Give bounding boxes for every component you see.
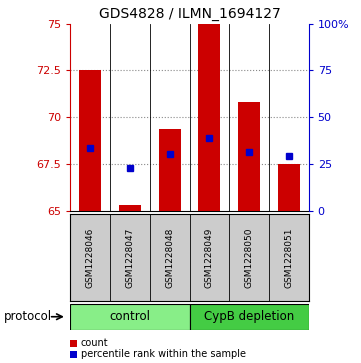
- Text: GSM1228047: GSM1228047: [126, 228, 134, 288]
- Bar: [278, 164, 300, 211]
- Bar: [159, 129, 180, 211]
- Bar: [199, 24, 220, 211]
- Text: percentile rank within the sample: percentile rank within the sample: [81, 349, 245, 359]
- FancyBboxPatch shape: [70, 303, 190, 330]
- Text: GSM1228049: GSM1228049: [205, 228, 214, 288]
- Bar: [119, 205, 141, 211]
- Text: count: count: [81, 338, 108, 348]
- Title: GDS4828 / ILMN_1694127: GDS4828 / ILMN_1694127: [99, 7, 280, 21]
- Text: CypB depletion: CypB depletion: [204, 310, 294, 323]
- Text: GSM1228051: GSM1228051: [284, 228, 293, 288]
- FancyBboxPatch shape: [190, 303, 309, 330]
- Text: protocol: protocol: [4, 310, 52, 323]
- Text: control: control: [109, 310, 151, 323]
- Text: GSM1228050: GSM1228050: [245, 228, 253, 288]
- Text: GSM1228046: GSM1228046: [86, 228, 95, 288]
- Bar: [238, 102, 260, 211]
- Bar: [79, 70, 101, 211]
- Text: GSM1228048: GSM1228048: [165, 228, 174, 288]
